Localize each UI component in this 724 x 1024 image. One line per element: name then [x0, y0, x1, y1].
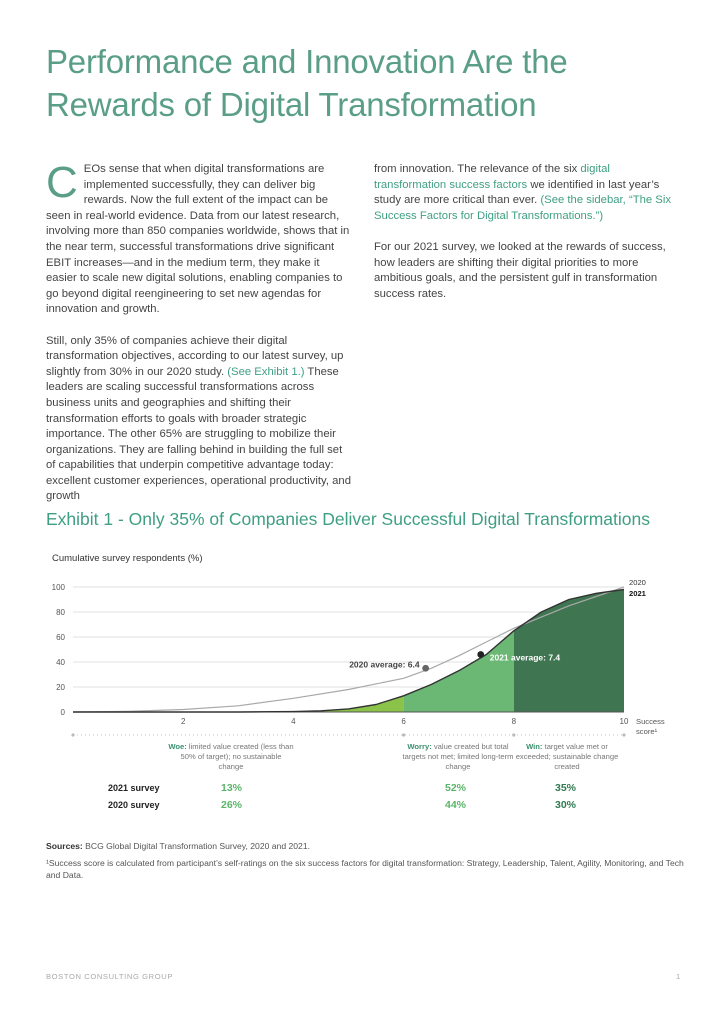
series-line-2021 — [73, 588, 625, 713]
y-tick-label: 0 — [61, 708, 66, 717]
page-number: 1 — [676, 972, 681, 981]
y-tick-label: 20 — [56, 683, 65, 692]
x-tick-label: 10 — [620, 717, 629, 726]
x-tick-label: 6 — [401, 717, 406, 726]
paragraph-intro-text: EOs sense that when digital transformati… — [46, 163, 350, 316]
y-tick-label: 80 — [56, 608, 65, 617]
pct-2020-win: 30% — [555, 799, 577, 811]
drop-cap: C — [46, 158, 78, 207]
segment-win-desc: target value met or exceeded; sustainabl… — [515, 742, 619, 771]
y-tick-label: 60 — [56, 633, 65, 642]
body-column-left: C EOs sense that when digital transformat… — [46, 158, 352, 521]
paragraph-success-rate: Still, only 35% of companies achieve the… — [46, 334, 352, 506]
sidebar-link[interactable]: (See the sidebar, “The Six Success Facto… — [374, 194, 671, 222]
x-axis-label: Success — [636, 717, 665, 726]
page-title: Performance and Innovation Are the Rewar… — [46, 43, 568, 123]
pct-2021-woe: 13% — [221, 782, 243, 794]
segment-marker — [622, 733, 626, 737]
segment-worry: Worry: value created but total targets n… — [396, 742, 520, 772]
exhibit-link[interactable]: (See Exhibit 1.) — [227, 365, 305, 378]
segment-marker — [71, 733, 75, 737]
segment-win-title: Win: — [526, 742, 543, 751]
segment-woe: Woe: limited value created (less than 50… — [168, 742, 294, 772]
row-label-2021: 2021 survey — [108, 783, 160, 793]
body-column-right: from innovation. The relevance of the si… — [374, 162, 680, 318]
footer-company: BOSTON CONSULTING GROUP — [46, 972, 174, 981]
segment-win: Win: target value met or exceeded; susta… — [512, 742, 622, 772]
series-line-2020 — [72, 586, 625, 713]
paragraph-survey: For our 2021 survey, we looked at the re… — [374, 240, 666, 300]
pct-2020-woe: 26% — [221, 799, 243, 811]
average-marker-2021 — [477, 651, 485, 658]
x-axis-label: score¹ — [636, 727, 658, 736]
legend-2020: 2020 — [629, 578, 646, 587]
band-woe — [73, 695, 404, 712]
band-win — [513, 589, 624, 712]
segment-worry-desc: value created but total targets not met;… — [402, 742, 514, 771]
average-label-2020: 2020 average: 6.4 — [349, 659, 420, 669]
average-marker-2020 — [422, 664, 430, 672]
pct-2021-worry: 52% — [445, 782, 467, 794]
paragraph-text: Still, only 35% of companies achieve the… — [46, 334, 344, 378]
sources-text: BCG Global Digital Transformation Survey… — [85, 841, 311, 851]
y-tick-label: 100 — [52, 583, 66, 592]
paragraph-text: we identified in last year’s study are m… — [374, 178, 660, 207]
segment-worry-title: Worry: — [407, 742, 432, 751]
x-tick-label: 2 — [181, 717, 186, 726]
footnote: ¹Success score is calculated from partic… — [46, 858, 684, 880]
segment-marker — [402, 733, 406, 737]
sources-note: Sources: BCG Global Digital Transformati… — [46, 840, 686, 852]
segment-marker — [512, 733, 516, 737]
segment-woe-title: Woe: — [168, 742, 187, 751]
legend-2021: 2021 — [629, 589, 647, 598]
x-tick-label: 8 — [512, 717, 517, 726]
y-tick-label: 40 — [56, 658, 65, 667]
paragraph-text: These leaders are scaling successful tra… — [46, 365, 351, 503]
average-label-2021: 2021 average: 7.4 — [490, 653, 561, 663]
pct-2021-win: 35% — [555, 782, 577, 794]
paragraph-intro: C EOs sense that when digital transformat… — [46, 158, 352, 318]
paragraph-text: from innovation. The relevance of the si… — [374, 163, 581, 175]
pct-2020-worry: 44% — [445, 799, 467, 811]
chart-y-axis-label: Cumulative survey respondents (%) — [52, 553, 203, 564]
success-factors-link[interactable]: digital transformation success factors — [374, 163, 610, 191]
exhibit-title: Exhibit 1 - Only 35% of Companies Delive… — [46, 509, 650, 529]
x-tick-label: 4 — [291, 717, 296, 726]
row-label-2020: 2020 survey — [108, 800, 160, 810]
segment-woe-desc: limited value created (less than 50% of … — [180, 742, 294, 771]
paragraph-success-factors: from innovation. The relevance of the si… — [374, 162, 680, 224]
sources-label: Sources: — [46, 841, 83, 851]
